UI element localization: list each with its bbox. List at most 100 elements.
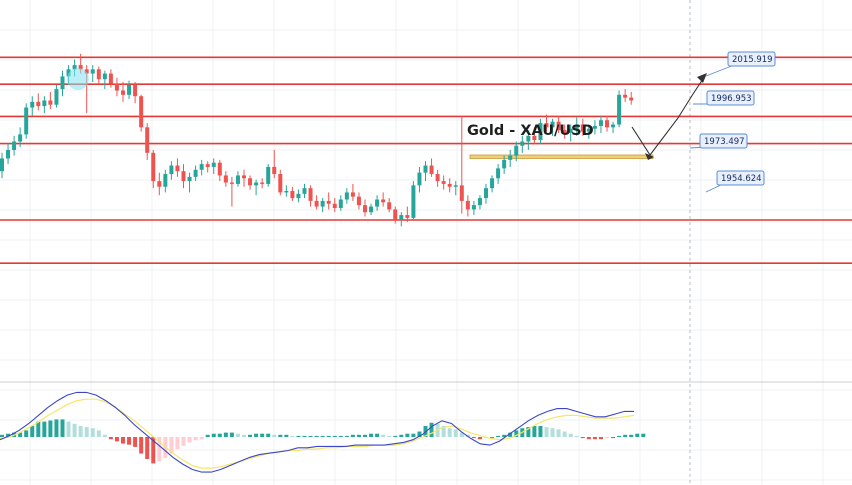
candle-body [629,97,634,101]
candle-body [423,165,428,173]
candle-body [496,168,501,179]
macd-histogram-bar [429,422,434,437]
macd-histogram-bar [114,437,119,442]
macd-histogram-bar [157,437,162,462]
candle-body [471,205,476,210]
macd-histogram-bar [641,433,646,437]
candle-body [369,206,374,213]
macd-histogram-bar [568,433,573,437]
candle-body [30,101,35,108]
candle-body [526,135,531,142]
macd-histogram-bar [272,434,277,437]
macd-histogram-bar [393,435,398,437]
macd-histogram-bar [538,426,543,437]
macd-histogram-bar [496,435,501,437]
macd-histogram-bar [629,434,634,437]
candle-body [417,172,422,186]
projection-arrowhead-bottom [645,153,654,160]
macd-histogram-bar [411,433,416,437]
macd-histogram-bar [266,433,271,437]
candle-body [617,94,622,125]
candle-body [344,192,349,200]
macd-histogram-bar [42,421,47,437]
candle-body [127,84,132,95]
candle-body [393,209,398,220]
candle-body [181,171,186,182]
macd-histogram-bar [30,426,35,437]
candle-body [580,124,585,132]
candle-body [187,176,192,182]
candle-body [42,100,47,107]
candle-body [532,135,537,141]
candle-body [211,162,216,167]
candle-body [78,65,83,70]
macd-histogram-bar [199,437,204,440]
candle-body [0,158,4,172]
candle-body [302,188,307,194]
candle-body [411,185,416,218]
macd-histogram-bar [405,433,410,437]
candle-body [272,166,277,175]
macd-histogram-bar [121,437,125,444]
candle-body [121,90,125,95]
candle-body [96,69,101,80]
candle-body [145,127,150,153]
candle-body [605,120,609,128]
candle-body [12,141,17,150]
macd-histogram-bar [556,429,561,437]
macd-histogram-bar [169,437,174,454]
macd-histogram-bar [356,434,361,437]
candles [0,53,634,227]
macd-histogram-bar [24,430,29,437]
macd-histogram-bar [217,433,222,437]
price-label-connector [705,64,735,77]
macd-histogram-bar [175,437,180,450]
price-label-box [727,51,776,67]
macd-line [0,391,634,473]
candle-body [151,152,156,182]
macd-histogram-bar [611,437,616,439]
candle-body [453,185,458,187]
macd-histogram-bar [278,434,283,437]
candle-body [6,149,11,159]
candle-body [278,174,283,193]
macd-histogram-bar [290,435,295,437]
macd-histogram-bar [623,434,628,437]
candle-body [598,120,603,126]
candle-body [133,84,138,97]
candle-body [266,166,271,184]
candle-body [175,165,180,172]
macd-histogram-bar [133,437,138,447]
projection-line [631,75,706,156]
macd-histogram-bar [344,435,349,437]
price-label-text: 1996.953 [711,94,752,104]
macd-histogram-bar [562,431,567,437]
candle-body [242,175,246,179]
macd-histogram-bar [127,437,132,445]
candle-body [574,124,579,129]
macd-histogram-bar [635,433,640,437]
price-label-text: 1954.624 [721,174,762,184]
candle-body [24,107,29,135]
macd-histogram-bar [441,426,446,437]
swing-high-marker [67,68,89,90]
macd-histogram-bar [66,421,71,437]
macd-histogram-bar [205,434,210,437]
macd-histogram-bar [0,434,4,437]
macd-histogram-bar [284,434,289,437]
macd-histogram-bar [308,435,313,437]
macd-histogram-bar [48,420,53,437]
candle-body [66,69,71,77]
candle-body [205,164,210,167]
macd-histogram-bar [145,437,150,459]
macd-histogram-bar [580,437,585,439]
macd-histogram-bar [187,437,192,443]
candle-body [284,191,289,193]
candle-body [490,178,495,189]
candle-body [562,130,567,133]
candle-body [199,164,204,170]
candle-body [254,182,259,186]
macd-histogram-bar [471,437,476,439]
candle-body [36,101,41,107]
